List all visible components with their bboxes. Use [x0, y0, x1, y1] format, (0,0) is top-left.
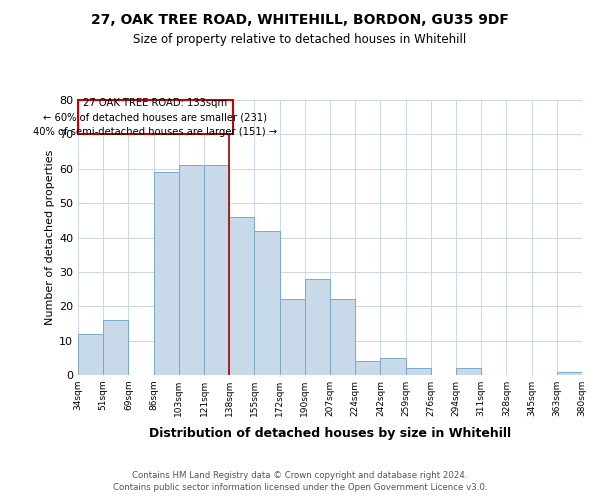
Bar	[557, 372, 582, 375]
Bar	[154, 172, 179, 375]
Y-axis label: Number of detached properties: Number of detached properties	[45, 150, 55, 325]
Bar	[179, 166, 204, 375]
Text: 27 OAK TREE ROAD: 133sqm
← 60% of detached houses are smaller (231)
40% of semi-: 27 OAK TREE ROAD: 133sqm ← 60% of detach…	[34, 98, 278, 136]
Text: Contains HM Land Registry data © Crown copyright and database right 2024.
Contai: Contains HM Land Registry data © Crown c…	[113, 471, 487, 492]
Bar	[406, 368, 431, 375]
Text: Size of property relative to detached houses in Whitehill: Size of property relative to detached ho…	[133, 32, 467, 46]
Bar	[280, 300, 305, 375]
Bar	[229, 217, 254, 375]
Bar	[380, 358, 406, 375]
Bar	[78, 334, 103, 375]
Bar	[330, 300, 355, 375]
Text: 27, OAK TREE ROAD, WHITEHILL, BORDON, GU35 9DF: 27, OAK TREE ROAD, WHITEHILL, BORDON, GU…	[91, 12, 509, 26]
Bar	[305, 279, 330, 375]
Bar	[204, 166, 229, 375]
FancyBboxPatch shape	[78, 100, 233, 134]
Bar	[103, 320, 128, 375]
Bar	[254, 230, 280, 375]
X-axis label: Distribution of detached houses by size in Whitehill: Distribution of detached houses by size …	[149, 428, 511, 440]
Bar	[456, 368, 481, 375]
Bar	[355, 361, 380, 375]
